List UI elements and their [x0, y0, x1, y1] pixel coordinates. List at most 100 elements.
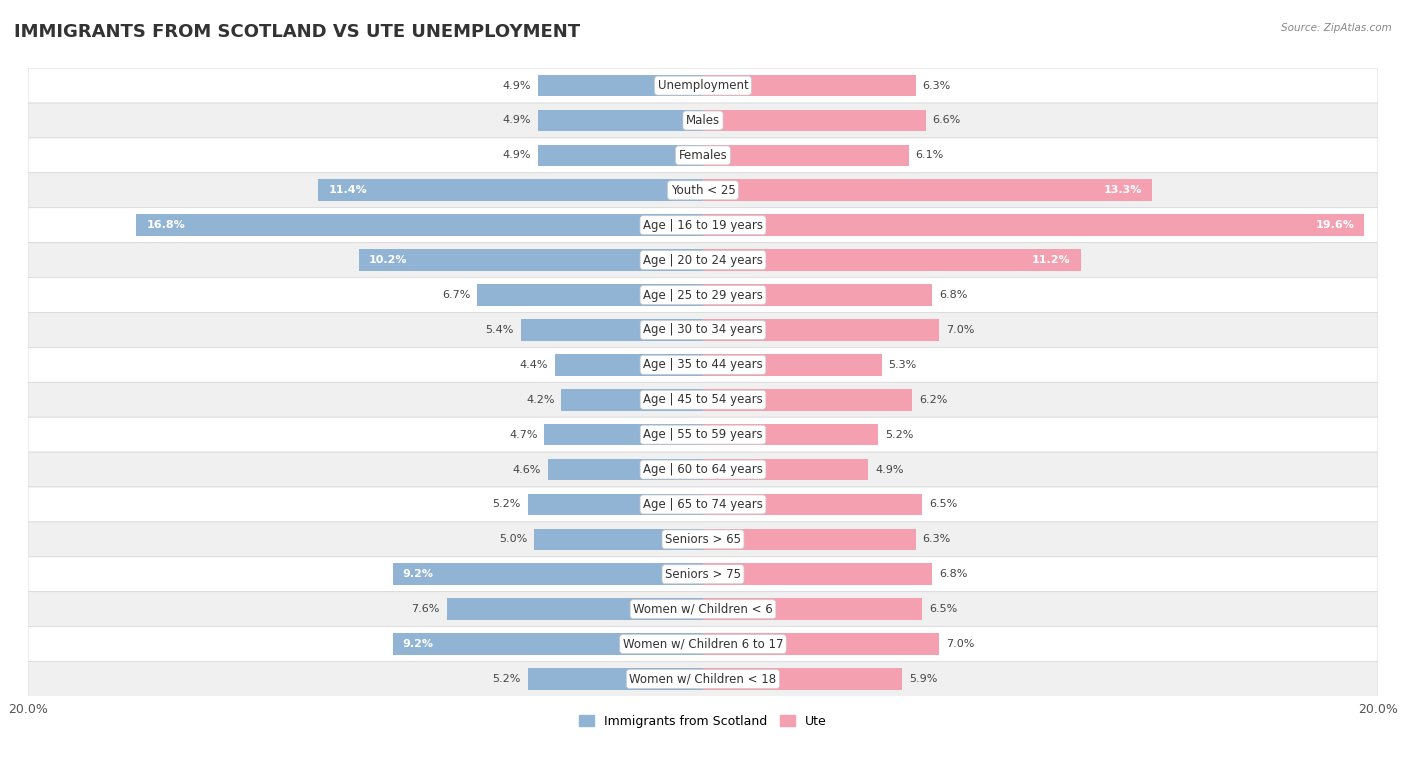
Text: Age | 65 to 74 years: Age | 65 to 74 years: [643, 498, 763, 511]
FancyBboxPatch shape: [28, 278, 1378, 313]
Text: 6.3%: 6.3%: [922, 80, 950, 91]
FancyBboxPatch shape: [28, 138, 1378, 173]
Text: 5.3%: 5.3%: [889, 360, 917, 370]
Bar: [703, 145, 908, 167]
Text: Age | 20 to 24 years: Age | 20 to 24 years: [643, 254, 763, 266]
FancyBboxPatch shape: [28, 487, 1378, 522]
Text: 10.2%: 10.2%: [368, 255, 408, 265]
Text: 19.6%: 19.6%: [1316, 220, 1354, 230]
Bar: [703, 494, 922, 516]
Text: Age | 55 to 59 years: Age | 55 to 59 years: [643, 428, 763, 441]
Text: Age | 45 to 54 years: Age | 45 to 54 years: [643, 393, 763, 407]
Text: 11.4%: 11.4%: [329, 185, 367, 195]
Text: 5.0%: 5.0%: [499, 534, 527, 544]
Text: Age | 25 to 29 years: Age | 25 to 29 years: [643, 288, 763, 301]
Text: 6.8%: 6.8%: [939, 290, 967, 300]
FancyBboxPatch shape: [28, 417, 1378, 452]
Bar: [318, 179, 703, 201]
Text: 6.8%: 6.8%: [939, 569, 967, 579]
Text: 6.3%: 6.3%: [922, 534, 950, 544]
Bar: [703, 249, 1081, 271]
Bar: [537, 145, 703, 167]
Text: 9.2%: 9.2%: [402, 639, 433, 649]
Text: 5.4%: 5.4%: [485, 325, 515, 335]
Text: 5.2%: 5.2%: [886, 430, 914, 440]
Text: Age | 30 to 34 years: Age | 30 to 34 years: [643, 323, 763, 336]
FancyBboxPatch shape: [28, 557, 1378, 592]
Text: 4.9%: 4.9%: [875, 465, 904, 475]
Bar: [392, 563, 703, 585]
FancyBboxPatch shape: [28, 313, 1378, 347]
Text: 6.5%: 6.5%: [929, 500, 957, 509]
Text: Youth < 25: Youth < 25: [671, 184, 735, 197]
Text: 4.9%: 4.9%: [502, 151, 531, 160]
Text: IMMIGRANTS FROM SCOTLAND VS UTE UNEMPLOYMENT: IMMIGRANTS FROM SCOTLAND VS UTE UNEMPLOY…: [14, 23, 581, 41]
Bar: [554, 354, 703, 375]
Bar: [447, 598, 703, 620]
Bar: [703, 354, 882, 375]
Text: 6.6%: 6.6%: [932, 116, 960, 126]
FancyBboxPatch shape: [28, 452, 1378, 487]
Text: 11.2%: 11.2%: [1032, 255, 1071, 265]
Bar: [520, 319, 703, 341]
Bar: [703, 598, 922, 620]
Bar: [703, 668, 903, 690]
Bar: [703, 75, 915, 96]
Text: 7.6%: 7.6%: [412, 604, 440, 614]
Text: 4.6%: 4.6%: [513, 465, 541, 475]
Bar: [477, 284, 703, 306]
FancyBboxPatch shape: [28, 173, 1378, 207]
Text: Age | 60 to 64 years: Age | 60 to 64 years: [643, 463, 763, 476]
Text: 6.1%: 6.1%: [915, 151, 943, 160]
Text: 5.9%: 5.9%: [908, 674, 938, 684]
Bar: [703, 528, 915, 550]
Bar: [392, 634, 703, 655]
FancyBboxPatch shape: [28, 627, 1378, 662]
Legend: Immigrants from Scotland, Ute: Immigrants from Scotland, Ute: [574, 709, 832, 734]
Bar: [527, 668, 703, 690]
Text: 6.5%: 6.5%: [929, 604, 957, 614]
Bar: [703, 179, 1152, 201]
Text: 6.2%: 6.2%: [920, 394, 948, 405]
Bar: [703, 563, 932, 585]
Text: 4.4%: 4.4%: [519, 360, 548, 370]
Bar: [527, 494, 703, 516]
Text: 7.0%: 7.0%: [946, 325, 974, 335]
Bar: [548, 459, 703, 481]
FancyBboxPatch shape: [28, 592, 1378, 627]
Text: Seniors > 75: Seniors > 75: [665, 568, 741, 581]
Text: 4.7%: 4.7%: [509, 430, 537, 440]
Text: 4.2%: 4.2%: [526, 394, 554, 405]
Text: 16.8%: 16.8%: [146, 220, 186, 230]
Bar: [703, 424, 879, 445]
FancyBboxPatch shape: [28, 243, 1378, 278]
FancyBboxPatch shape: [28, 347, 1378, 382]
Text: Females: Females: [679, 149, 727, 162]
FancyBboxPatch shape: [28, 207, 1378, 243]
Text: 9.2%: 9.2%: [402, 569, 433, 579]
Text: 7.0%: 7.0%: [946, 639, 974, 649]
Bar: [537, 110, 703, 131]
FancyBboxPatch shape: [28, 382, 1378, 417]
Text: 4.9%: 4.9%: [502, 80, 531, 91]
Text: Age | 35 to 44 years: Age | 35 to 44 years: [643, 358, 763, 372]
Bar: [537, 75, 703, 96]
Text: Source: ZipAtlas.com: Source: ZipAtlas.com: [1281, 23, 1392, 33]
Bar: [359, 249, 703, 271]
Text: Women w/ Children 6 to 17: Women w/ Children 6 to 17: [623, 637, 783, 650]
Bar: [561, 389, 703, 410]
FancyBboxPatch shape: [28, 522, 1378, 557]
Text: 6.7%: 6.7%: [441, 290, 470, 300]
Bar: [703, 634, 939, 655]
Text: 13.3%: 13.3%: [1104, 185, 1142, 195]
Text: 5.2%: 5.2%: [492, 674, 520, 684]
Bar: [544, 424, 703, 445]
Text: Women w/ Children < 18: Women w/ Children < 18: [630, 672, 776, 686]
Bar: [703, 459, 869, 481]
Text: 4.9%: 4.9%: [502, 116, 531, 126]
Bar: [703, 319, 939, 341]
FancyBboxPatch shape: [28, 68, 1378, 103]
Bar: [703, 389, 912, 410]
Bar: [703, 110, 925, 131]
FancyBboxPatch shape: [28, 662, 1378, 696]
